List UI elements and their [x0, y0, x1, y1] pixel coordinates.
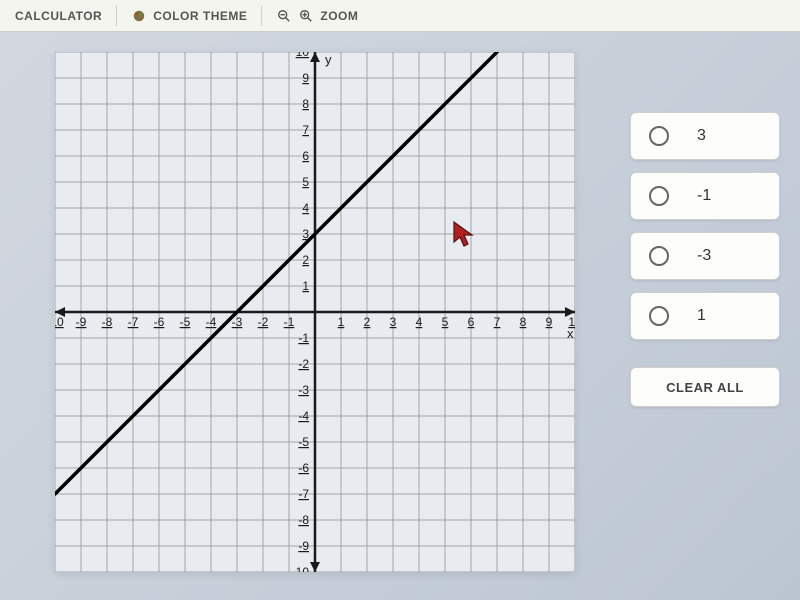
calculator-button[interactable]: CALCULATOR [5, 0, 112, 31]
toolbar-label: ZOOM [320, 9, 358, 23]
svg-text:8: 8 [302, 97, 309, 111]
svg-text:x: x [567, 326, 574, 341]
content: -10 -9 -8 -7 -6 -5 -4 -3 -2 -1 1 2 3 4 5 6 7 8 9 10 -10 -9 -8 -… [0, 32, 800, 600]
palette-icon [131, 8, 147, 24]
toolbar-label: COLOR THEME [153, 9, 247, 23]
svg-text:-10: -10 [55, 315, 64, 329]
svg-text:-2: -2 [258, 315, 269, 329]
toolbar: CALCULATOR COLOR THEME ZOOM [0, 0, 800, 32]
svg-text:1: 1 [338, 315, 345, 329]
color-theme-button[interactable]: COLOR THEME [121, 0, 257, 31]
svg-text:7: 7 [494, 315, 501, 329]
svg-text:-6: -6 [154, 315, 165, 329]
svg-text:3: 3 [390, 315, 397, 329]
svg-text:5: 5 [442, 315, 449, 329]
svg-text:4: 4 [302, 201, 309, 215]
answer-label: -3 [697, 247, 711, 265]
svg-text:-2: -2 [298, 357, 309, 371]
svg-text:-6: -6 [298, 461, 309, 475]
answer-label: -1 [697, 187, 711, 205]
answer-option-3[interactable]: 1 [630, 292, 780, 340]
radio-icon [649, 126, 669, 146]
svg-text:-5: -5 [180, 315, 191, 329]
svg-text:6: 6 [468, 315, 475, 329]
answer-option-1[interactable]: -1 [630, 172, 780, 220]
svg-text:-4: -4 [206, 315, 217, 329]
svg-text:-4: -4 [298, 409, 309, 423]
svg-text:1: 1 [302, 279, 309, 293]
svg-text:-10: -10 [292, 565, 310, 572]
graph-area: -10 -9 -8 -7 -6 -5 -4 -3 -2 -1 1 2 3 4 5 6 7 8 9 10 -10 -9 -8 -… [0, 32, 630, 600]
radio-icon [649, 246, 669, 266]
separator [261, 6, 262, 26]
zoom-out-icon[interactable] [276, 8, 292, 24]
svg-text:-8: -8 [298, 513, 309, 527]
answer-panel: 3 -1 -3 1 CLEAR ALL [630, 32, 800, 600]
svg-text:9: 9 [302, 71, 309, 85]
radio-icon [649, 186, 669, 206]
svg-text:8: 8 [520, 315, 527, 329]
svg-text:-1: -1 [284, 315, 295, 329]
svg-text:-7: -7 [298, 487, 309, 501]
svg-text:2: 2 [364, 315, 371, 329]
svg-text:y: y [325, 52, 332, 67]
zoom-in-icon[interactable] [298, 8, 314, 24]
answer-label: 3 [697, 127, 706, 145]
clear-label: CLEAR ALL [666, 380, 744, 395]
graph-panel: -10 -9 -8 -7 -6 -5 -4 -3 -2 -1 1 2 3 4 5 6 7 8 9 10 -10 -9 -8 -… [55, 52, 575, 572]
answer-option-0[interactable]: 3 [630, 112, 780, 160]
toolbar-label: CALCULATOR [15, 9, 102, 23]
svg-text:4: 4 [416, 315, 423, 329]
svg-text:-1: -1 [298, 331, 309, 345]
separator [116, 6, 117, 26]
svg-text:9: 9 [546, 315, 553, 329]
svg-text:-3: -3 [298, 383, 309, 397]
svg-text:-9: -9 [298, 539, 309, 553]
svg-text:-9: -9 [76, 315, 87, 329]
zoom-controls[interactable]: ZOOM [266, 0, 368, 31]
svg-text:-8: -8 [102, 315, 113, 329]
answer-label: 1 [697, 307, 706, 325]
svg-text:7: 7 [302, 123, 309, 137]
answer-option-2[interactable]: -3 [630, 232, 780, 280]
clear-all-button[interactable]: CLEAR ALL [630, 367, 780, 407]
coordinate-grid[interactable]: -10 -9 -8 -7 -6 -5 -4 -3 -2 -1 1 2 3 4 5 6 7 8 9 10 -10 -9 -8 -… [55, 52, 575, 572]
svg-text:6: 6 [302, 149, 309, 163]
svg-text:2: 2 [302, 253, 309, 267]
svg-text:-7: -7 [128, 315, 139, 329]
svg-text:-5: -5 [298, 435, 309, 449]
radio-icon [649, 306, 669, 326]
svg-text:10: 10 [296, 52, 310, 59]
svg-text:5: 5 [302, 175, 309, 189]
